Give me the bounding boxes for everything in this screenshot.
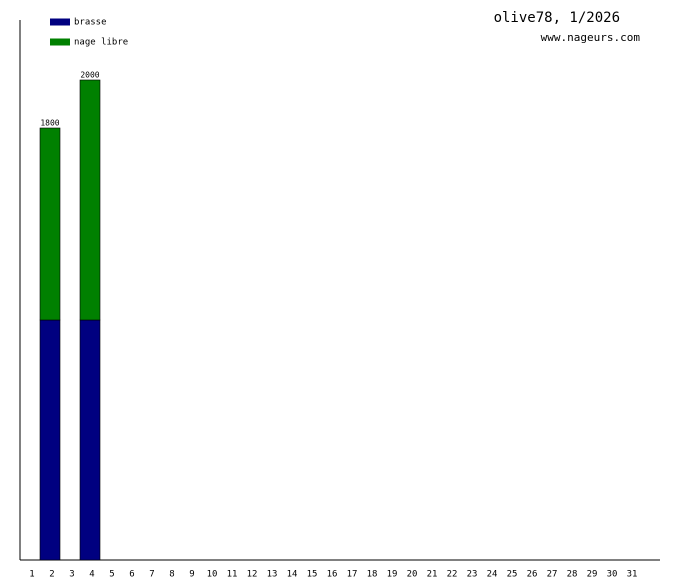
- x-tick-label: 10: [207, 570, 218, 580]
- x-tick-label: 29: [587, 570, 598, 580]
- x-tick-label: 4: [89, 570, 94, 580]
- total-label: 1800: [40, 119, 59, 128]
- x-tick-label: 12: [247, 570, 258, 580]
- x-tick-label: 9: [189, 570, 194, 580]
- x-tick-label: 2: [49, 570, 54, 580]
- chart-subtitle: www.nageurs.com: [541, 31, 641, 44]
- x-tick-label: 17: [347, 570, 358, 580]
- bar-segment: [39, 127, 61, 321]
- legend-swatch: [50, 18, 70, 26]
- x-tick-label: 22: [447, 570, 458, 580]
- bar-segment: [79, 79, 101, 321]
- bar-segment: [39, 319, 61, 561]
- x-tick-label: 30: [607, 570, 618, 580]
- x-tick-label: 25: [507, 570, 518, 580]
- x-tick-label: 8: [169, 570, 174, 580]
- x-tick-label: 24: [487, 570, 498, 580]
- x-tick-label: 13: [267, 570, 278, 580]
- x-tick-label: 28: [567, 570, 578, 580]
- x-tick-label: 5: [109, 570, 114, 580]
- x-tick-label: 31: [627, 570, 638, 580]
- x-tick-label: 15: [307, 570, 318, 580]
- x-tick-label: 6: [129, 570, 134, 580]
- x-tick-label: 21: [427, 570, 438, 580]
- total-label: 2000: [80, 71, 99, 80]
- x-tick-label: 20: [407, 570, 418, 580]
- x-tick-label: 3: [69, 570, 74, 580]
- x-tick-label: 26: [527, 570, 538, 580]
- legend-swatch: [50, 38, 70, 46]
- x-tick-label: 7: [149, 570, 154, 580]
- x-tick-label: 1: [29, 570, 34, 580]
- chart-title: olive78, 1/2026: [494, 10, 620, 26]
- x-tick-label: 23: [467, 570, 478, 580]
- x-tick-label: 16: [327, 570, 338, 580]
- legend-label: nage libre: [74, 38, 128, 48]
- legend-label: brasse: [74, 18, 107, 28]
- bar-segment: [79, 319, 101, 561]
- x-tick-label: 18: [367, 570, 378, 580]
- x-tick-label: 14: [287, 570, 298, 580]
- x-tick-label: 27: [547, 570, 558, 580]
- x-tick-label: 19: [387, 570, 398, 580]
- x-tick-label: 11: [227, 570, 238, 580]
